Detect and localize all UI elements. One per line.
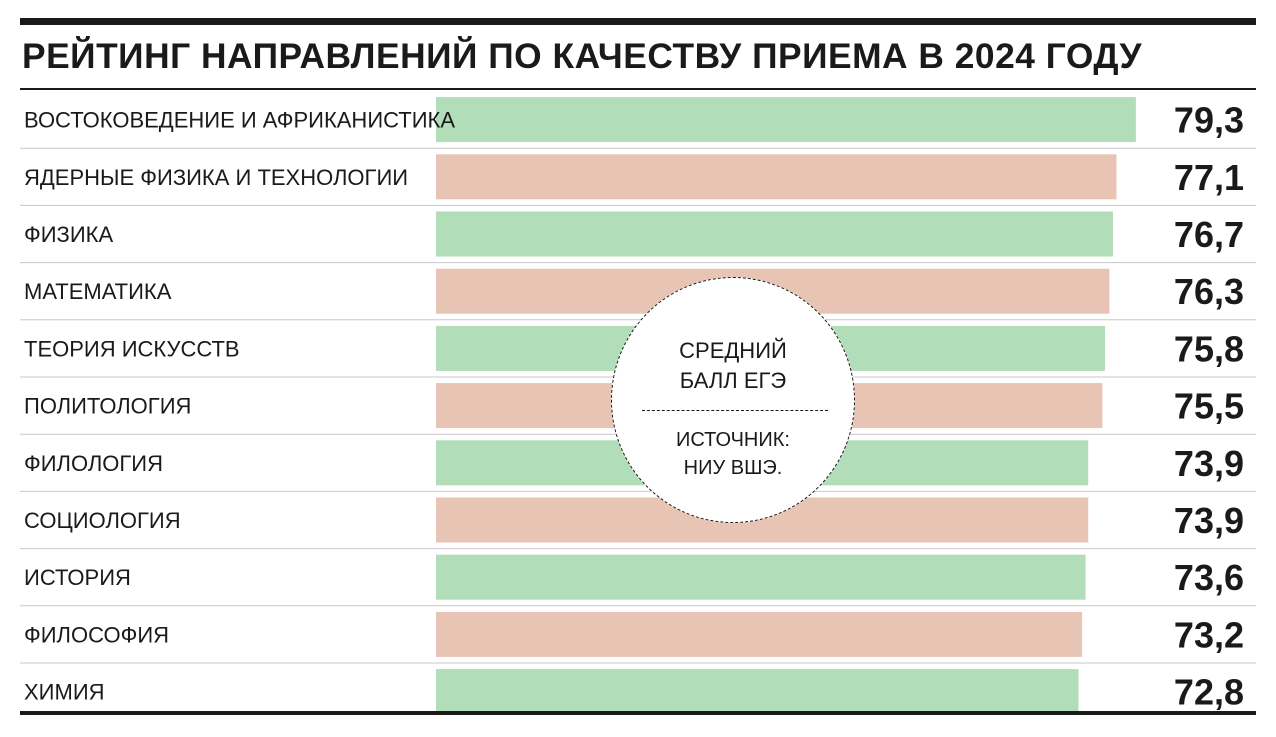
metric-caption: СРЕДНИЙ БАЛЛ ЕГЭ (612, 336, 854, 396)
value-label: 72,8 (1174, 672, 1244, 713)
category-label: ФИЗИКА (24, 222, 113, 247)
title-divider (20, 88, 1256, 90)
chart-title: РЕЙТИНГ НАПРАВЛЕНИЙ ПО КАЧЕСТВУ ПРИЕМА В… (22, 37, 1142, 76)
category-label: ЯДЕРНЫЕ ФИЗИКА И ТЕХНОЛОГИИ (24, 165, 408, 190)
metric-caption-line2: БАЛЛ ЕГЭ (679, 368, 787, 393)
category-label: МАТЕМАТИКА (24, 279, 172, 304)
value-label: 73,6 (1174, 557, 1244, 598)
value-label: 79,3 (1174, 100, 1244, 141)
bottom-rule (20, 711, 1256, 715)
info-callout: СРЕДНИЙ БАЛЛ ЕГЭ ИСТОЧНИК: НИУ ВШЭ. (611, 277, 855, 523)
value-label: 75,5 (1174, 386, 1244, 427)
source-note-line2: НИУ ВШЭ. (683, 457, 783, 479)
bar (436, 211, 1113, 257)
category-label: ХИМИЯ (24, 680, 105, 705)
value-label: 76,3 (1174, 271, 1244, 312)
category-label: ПОЛИТОЛОГИЯ (24, 394, 191, 419)
value-label: 77,1 (1174, 157, 1244, 198)
value-label: 73,2 (1174, 614, 1244, 655)
value-label: 75,8 (1174, 328, 1244, 369)
value-label: 73,9 (1174, 443, 1244, 484)
category-label: ИСТОРИЯ (24, 565, 131, 590)
top-rule (20, 18, 1256, 25)
source-note-line1: ИСТОЧНИК: (676, 429, 790, 451)
bar (436, 154, 1117, 200)
category-label: ФИЛОЛОГИЯ (24, 451, 163, 476)
source-note: ИСТОЧНИК: НИУ ВШЭ. (612, 426, 854, 482)
metric-caption-line1: СРЕДНИЙ (679, 338, 787, 363)
category-label: ТЕОРИЯ ИСКУССТВ (24, 336, 240, 361)
value-label: 76,7 (1174, 214, 1244, 255)
callout-divider (642, 410, 828, 411)
bar (436, 97, 1136, 143)
category-label: СОЦИОЛОГИЯ (24, 508, 181, 533)
bar (436, 669, 1079, 715)
bar (436, 611, 1083, 657)
value-label: 73,9 (1174, 500, 1244, 541)
category-label: ФИЛОСОФИЯ (24, 622, 169, 647)
category-label: ВОСТОКОВЕДЕНИЕ И АФРИКАНИСТИКА (24, 108, 455, 133)
bar (436, 554, 1086, 600)
